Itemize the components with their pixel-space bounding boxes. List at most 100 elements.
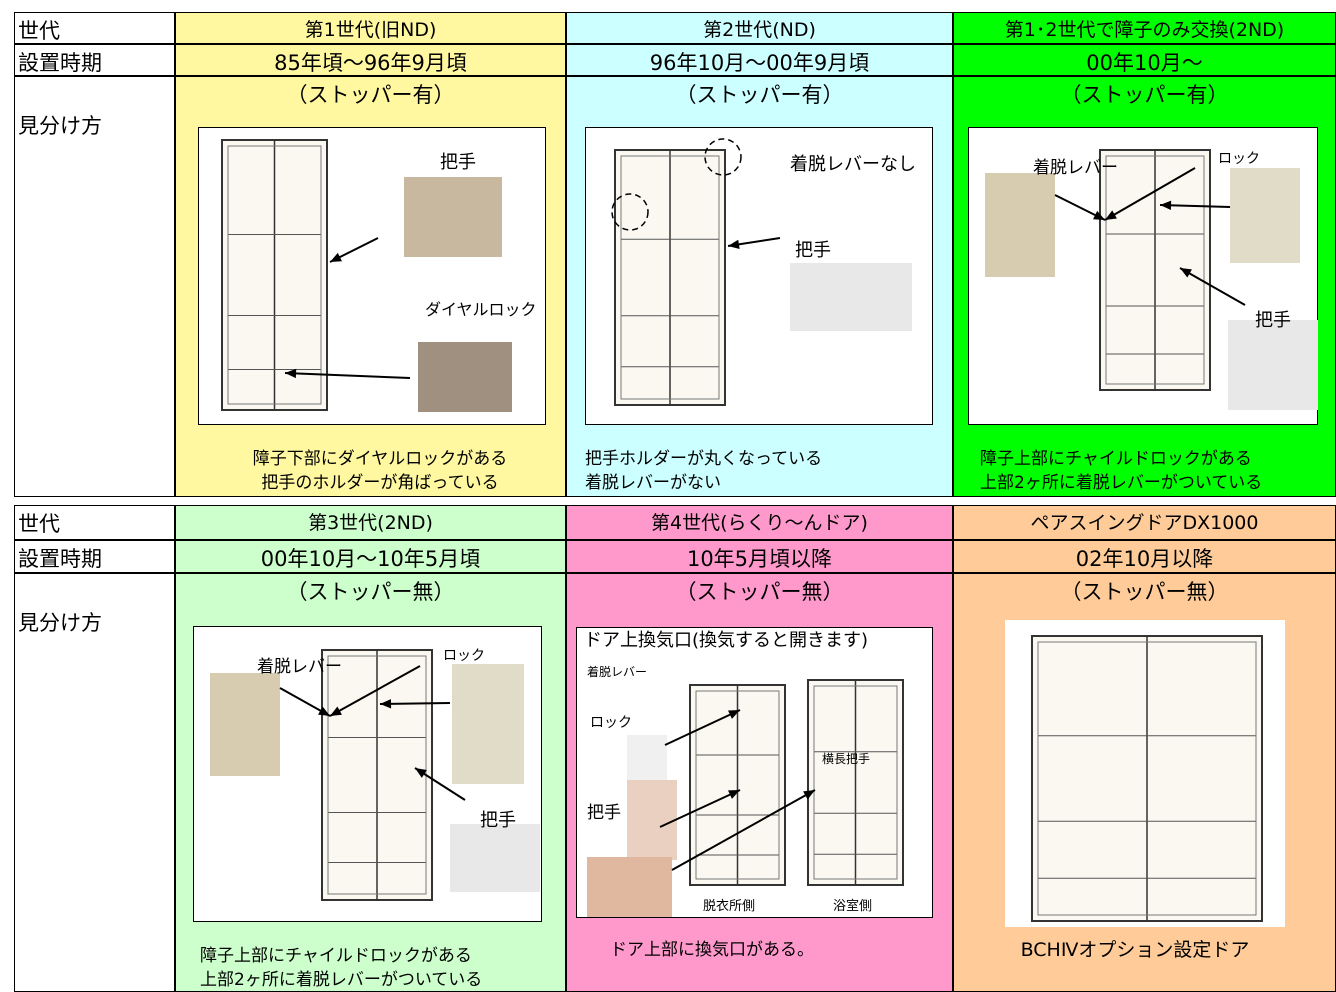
arrow-head	[415, 768, 427, 778]
arrow-head	[803, 790, 815, 800]
generation: 第1･2世代で障子のみ交換(2ND)	[1004, 19, 1285, 41]
photo	[1228, 320, 1318, 410]
caption: 障子上部にチャイルドロックがある	[980, 449, 1252, 469]
column-cell	[175, 540, 566, 573]
caption: ドア上部に換気口がある。	[610, 940, 814, 960]
photo	[985, 173, 1055, 277]
caption: 上部2ヶ所に着脱レバーがついている	[980, 473, 1263, 493]
dashed-circle	[611, 193, 649, 231]
arrow-head	[1180, 268, 1192, 278]
column-cell	[566, 540, 953, 573]
column-cell	[953, 12, 1336, 44]
label-cell	[14, 573, 175, 992]
figure-label: ダイヤルロック	[425, 300, 537, 319]
photo	[627, 735, 667, 780]
arrow	[1104, 167, 1196, 221]
label-text: 見分け方	[18, 611, 102, 635]
period: 85年頃～96年9月頃	[274, 51, 467, 75]
figure-label: ロック	[1218, 151, 1260, 167]
arrow	[659, 789, 741, 828]
period: 02年10月以降	[1075, 547, 1214, 571]
door-inner	[227, 145, 322, 405]
label-cell	[14, 540, 175, 573]
arrow-head	[728, 710, 740, 719]
door-inner	[695, 690, 780, 880]
arrow-head	[1105, 210, 1117, 220]
photo	[450, 824, 540, 892]
column-cell	[566, 12, 953, 44]
stopper: （ストッパー有）	[675, 83, 844, 107]
arrow-head	[318, 706, 330, 716]
figure-label: 横長把手	[822, 752, 871, 766]
arrow-head	[1093, 210, 1105, 220]
column-cell	[566, 505, 953, 540]
arrow	[329, 665, 421, 717]
caption: 把手のホルダーが角ばっている	[261, 473, 499, 493]
arrow-head	[728, 790, 740, 799]
photo	[452, 664, 524, 784]
figure-label: 着脱レバー	[1033, 158, 1118, 178]
column-cell	[953, 540, 1336, 573]
arrow-head	[330, 706, 342, 716]
figure-label: 把手	[1255, 310, 1291, 331]
photo	[418, 342, 512, 412]
figure-label: ロック	[443, 648, 485, 664]
figure-label: 着脱レバーなし	[790, 154, 916, 175]
label-text: 世代	[18, 19, 60, 43]
photo	[210, 673, 280, 776]
door-inner	[813, 685, 898, 880]
stopper: （ストッパー無）	[675, 580, 844, 604]
figure-label: 着脱レバー	[587, 665, 648, 679]
period: 96年10月～00年9月頃	[649, 51, 870, 75]
figure-label: 浴室側	[833, 899, 873, 914]
label-text: 設置時期	[18, 547, 102, 571]
figure-label: 把手	[480, 810, 516, 831]
figure-label: 着脱レバー	[257, 657, 342, 677]
label-text: 世代	[18, 512, 60, 536]
figure-label: 把手	[440, 152, 476, 173]
arrow-head	[380, 699, 392, 709]
label-cell	[14, 505, 175, 540]
dashed-circle	[704, 138, 742, 176]
stopper: （ストッパー無）	[286, 580, 455, 604]
figure-label: 把手	[795, 240, 831, 261]
column-cell	[566, 44, 953, 76]
column-cell	[175, 44, 566, 76]
generation: 第2世代(ND)	[703, 19, 816, 41]
caption: 障子下部にダイヤルロックがある	[252, 449, 508, 469]
label-cell	[14, 76, 175, 497]
arrow	[671, 789, 816, 871]
column-cell	[175, 505, 566, 540]
arrow	[1159, 204, 1231, 208]
column-cell	[953, 44, 1336, 76]
figure-label: 把手	[587, 803, 621, 823]
label-text: 設置時期	[18, 51, 102, 75]
photo	[1230, 168, 1300, 263]
label-cell	[14, 44, 175, 76]
period: 00年10月～	[1086, 51, 1203, 75]
label-cell	[14, 12, 175, 44]
stopper: （ストッパー有）	[1060, 83, 1229, 107]
arrow-head	[1160, 200, 1172, 210]
photo	[790, 263, 912, 331]
figure-label: ドア上換気口(換気すると開きます)	[584, 630, 869, 651]
figure-label: 脱衣所側	[703, 899, 756, 914]
door-inner	[1037, 641, 1257, 916]
label-text: 見分け方	[18, 114, 102, 138]
arrow	[284, 372, 411, 379]
photo	[404, 177, 502, 257]
arrow	[379, 702, 451, 705]
door-inner	[1105, 155, 1205, 385]
photo	[587, 857, 672, 917]
figure-label: ロック	[590, 715, 632, 731]
period: 10年5月頃以降	[686, 547, 833, 571]
photo	[627, 780, 677, 860]
arrow-head	[330, 252, 342, 262]
caption: 把手ホルダーが丸くなっている	[585, 449, 823, 469]
arrow	[664, 709, 741, 746]
door-inner	[620, 155, 720, 400]
caption: 着脱レバーがない	[585, 473, 721, 493]
generation: ペアスイングドアDX1000	[1030, 512, 1259, 534]
generation: 第3世代(2ND)	[308, 512, 433, 534]
